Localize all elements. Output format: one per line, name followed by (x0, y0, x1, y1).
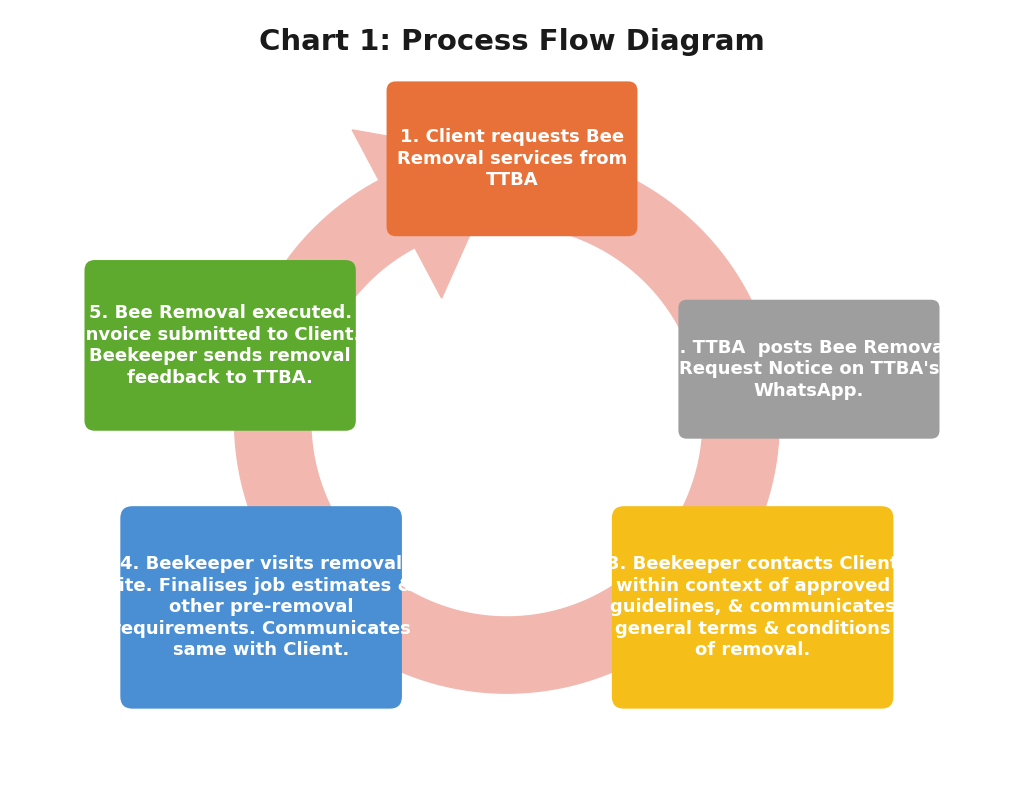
FancyBboxPatch shape (387, 82, 637, 237)
Text: 2. TTBA  posts Bee Removal
Request Notice on TTBA's
WhatsApp.: 2. TTBA posts Bee Removal Request Notice… (668, 339, 950, 399)
Text: 4. Beekeeper visits removal
site. Finalises job estimates &
other pre-removal
re: 4. Beekeeper visits removal site. Finali… (109, 556, 414, 659)
FancyBboxPatch shape (84, 260, 356, 431)
FancyBboxPatch shape (611, 507, 893, 709)
Polygon shape (352, 130, 505, 298)
Polygon shape (234, 148, 779, 693)
FancyBboxPatch shape (121, 507, 402, 709)
Text: 1. Client requests Bee
Removal services from
TTBA: 1. Client requests Bee Removal services … (397, 129, 627, 189)
Text: 5. Bee Removal executed.
Invoice submitted to Client.
Beekeeper sends removal
fe: 5. Bee Removal executed. Invoice submitt… (80, 304, 360, 387)
Text: Chart 1: Process Flow Diagram: Chart 1: Process Flow Diagram (259, 28, 765, 56)
FancyBboxPatch shape (679, 299, 940, 438)
Text: 3. Beekeeper contacts Client
within context of approved
guidelines, & communicat: 3. Beekeeper contacts Client within cont… (607, 556, 898, 659)
